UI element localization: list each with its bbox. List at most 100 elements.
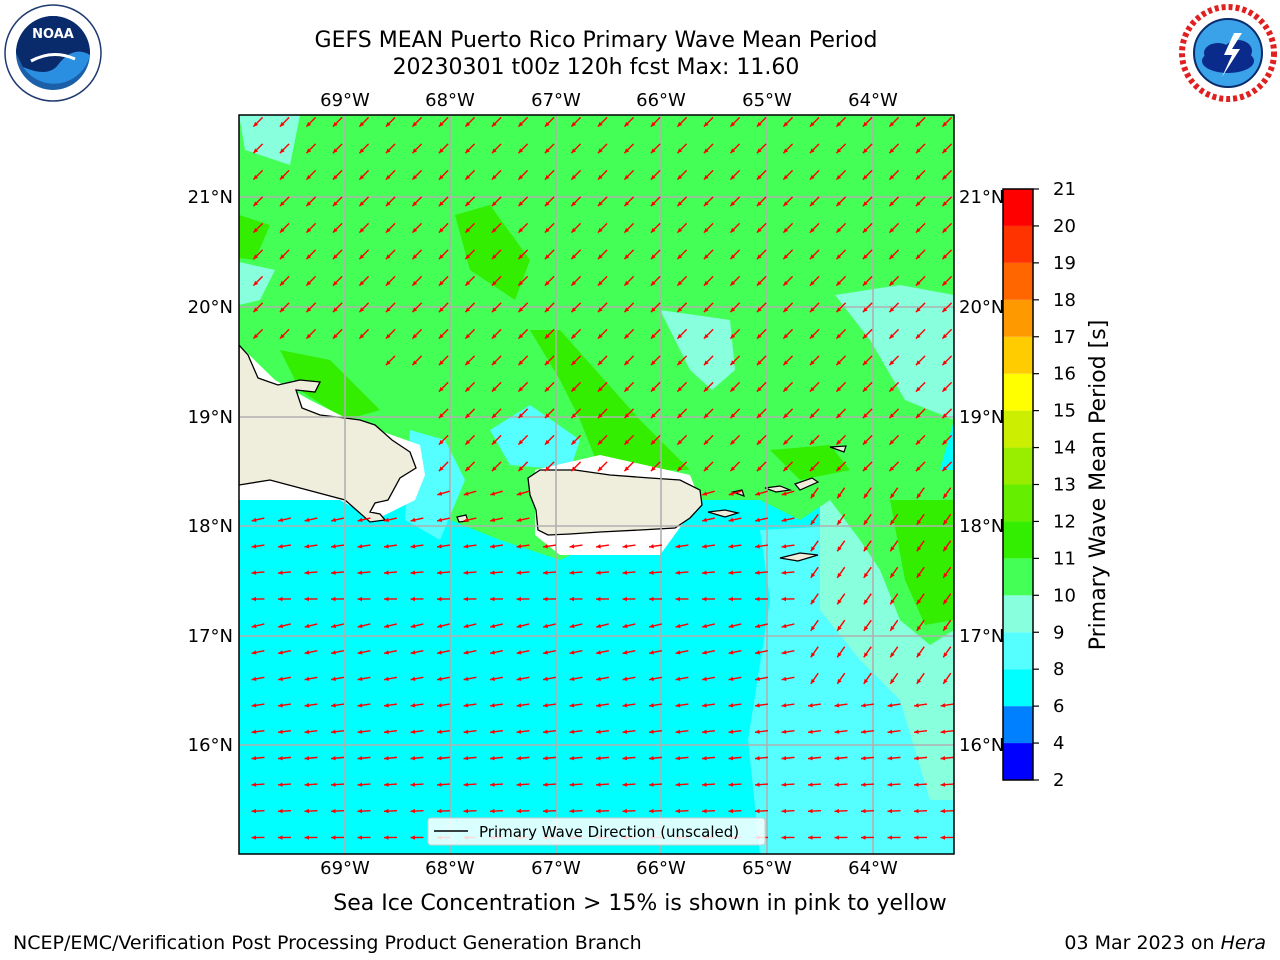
wave-arrow: [569, 596, 583, 602]
wave-arrow: [542, 808, 557, 814]
wave-arrow: [251, 570, 265, 575]
wave-arrow: [489, 544, 504, 549]
colorbar-segment: [1003, 706, 1033, 744]
wave-arrow: [703, 381, 714, 393]
wave-arrow: [807, 808, 822, 814]
wave-arrow: [570, 461, 582, 472]
wave-arrow: [863, 646, 872, 658]
wave-arrow: [915, 302, 926, 313]
wave-arrow: [648, 756, 663, 761]
wave-arrow: [438, 116, 449, 128]
wave-arrow: [834, 703, 848, 708]
colorbar-tick-label: 20: [1053, 216, 1076, 237]
wave-arrow: [728, 570, 742, 575]
wave-arrow: [383, 808, 398, 814]
wave-arrow: [888, 302, 900, 313]
wave-arrow: [675, 623, 689, 629]
wave-arrow: [517, 169, 529, 181]
wave-arrow: [489, 596, 504, 602]
wave-arrow: [781, 596, 795, 602]
wave-arrow: [464, 355, 476, 366]
wave-arrow: [383, 729, 398, 734]
wave-arrow: [916, 487, 925, 499]
wave-arrow: [889, 646, 899, 658]
wave-arrow: [782, 461, 794, 472]
wave-arrow: [888, 249, 900, 260]
wave-arrow: [516, 729, 530, 734]
wave-arrow: [675, 782, 689, 787]
wave-arrow: [358, 275, 370, 287]
wave-arrow: [569, 676, 583, 681]
wave-arrow: [516, 703, 530, 708]
lon-label-bottom: 65°W: [742, 858, 792, 879]
wave-arrow: [277, 729, 292, 734]
wave-arrow: [463, 676, 477, 681]
wave-arrow: [517, 275, 529, 287]
lon-label-bottom: 66°W: [636, 858, 686, 879]
wave-arrow: [754, 808, 769, 814]
wave-arrow: [330, 649, 345, 655]
wave-arrow: [675, 729, 689, 734]
period-fill-dark-green-e: [770, 445, 850, 480]
noaa-logo-text: NOAA: [32, 27, 74, 42]
wave-arrow: [517, 434, 529, 446]
wave-arrow: [570, 302, 582, 313]
wave-arrow: [595, 596, 610, 602]
wave-arrow: [623, 328, 635, 340]
wave-arrow: [701, 570, 716, 575]
wave-arrow: [889, 619, 899, 632]
wave-arrow: [701, 596, 716, 602]
wave-arrow: [597, 328, 608, 340]
wave-arrow: [543, 623, 556, 629]
wave-arrow: [782, 143, 794, 154]
wave-arrow: [915, 275, 926, 287]
wave-arrow: [756, 381, 767, 393]
wave-arrow: [438, 434, 449, 446]
wave-arrow: [410, 596, 424, 602]
wave-arrow: [385, 169, 396, 181]
wave-arrow: [569, 544, 583, 549]
wave-arrow: [729, 381, 741, 393]
wave-arrow: [542, 756, 557, 761]
wave-arrow: [809, 143, 820, 154]
wave-arrow: [383, 756, 398, 761]
wave-arrow: [251, 517, 265, 523]
wave-arrow: [835, 461, 847, 472]
wave-arrow: [781, 756, 795, 761]
wave-arrow: [754, 649, 769, 655]
wave-arrow: [916, 646, 925, 658]
wave-arrow: [836, 540, 846, 552]
wave-arrow: [836, 672, 846, 685]
wave-arrow: [648, 782, 663, 787]
wave-arrow: [464, 222, 476, 234]
wave-arrow: [888, 328, 900, 340]
colorbar-tick-label: 15: [1053, 401, 1076, 422]
wave-arrow: [332, 328, 343, 340]
wave-arrow: [941, 328, 953, 340]
wave-arrow: [703, 302, 714, 313]
wave-arrow: [755, 490, 768, 496]
wave-arrow: [438, 196, 449, 207]
wave-arrow: [807, 782, 822, 787]
colorbar-segment: [1003, 299, 1033, 337]
wave-arrow: [756, 408, 767, 419]
wave-arrow: [888, 196, 900, 207]
wave-arrow: [305, 169, 317, 181]
wave-arrow: [438, 275, 449, 287]
wave-arrow: [463, 703, 477, 708]
wave-arrow: [251, 782, 265, 787]
wave-arrow: [728, 756, 742, 761]
wave-arrow: [357, 570, 371, 575]
wave-arrow: [810, 646, 819, 658]
wave-arrow: [862, 222, 873, 234]
wave-arrow: [888, 116, 900, 128]
wave-arrow: [385, 302, 396, 313]
wave-arrow: [941, 355, 953, 366]
wave-arrow: [570, 328, 582, 340]
wave-arrow: [835, 434, 847, 446]
wave-arrow: [595, 808, 610, 814]
wave-arrow: [357, 782, 371, 787]
wave-arrow: [860, 782, 875, 787]
wave-arrow: [569, 703, 583, 708]
wave-arrow: [623, 196, 635, 207]
